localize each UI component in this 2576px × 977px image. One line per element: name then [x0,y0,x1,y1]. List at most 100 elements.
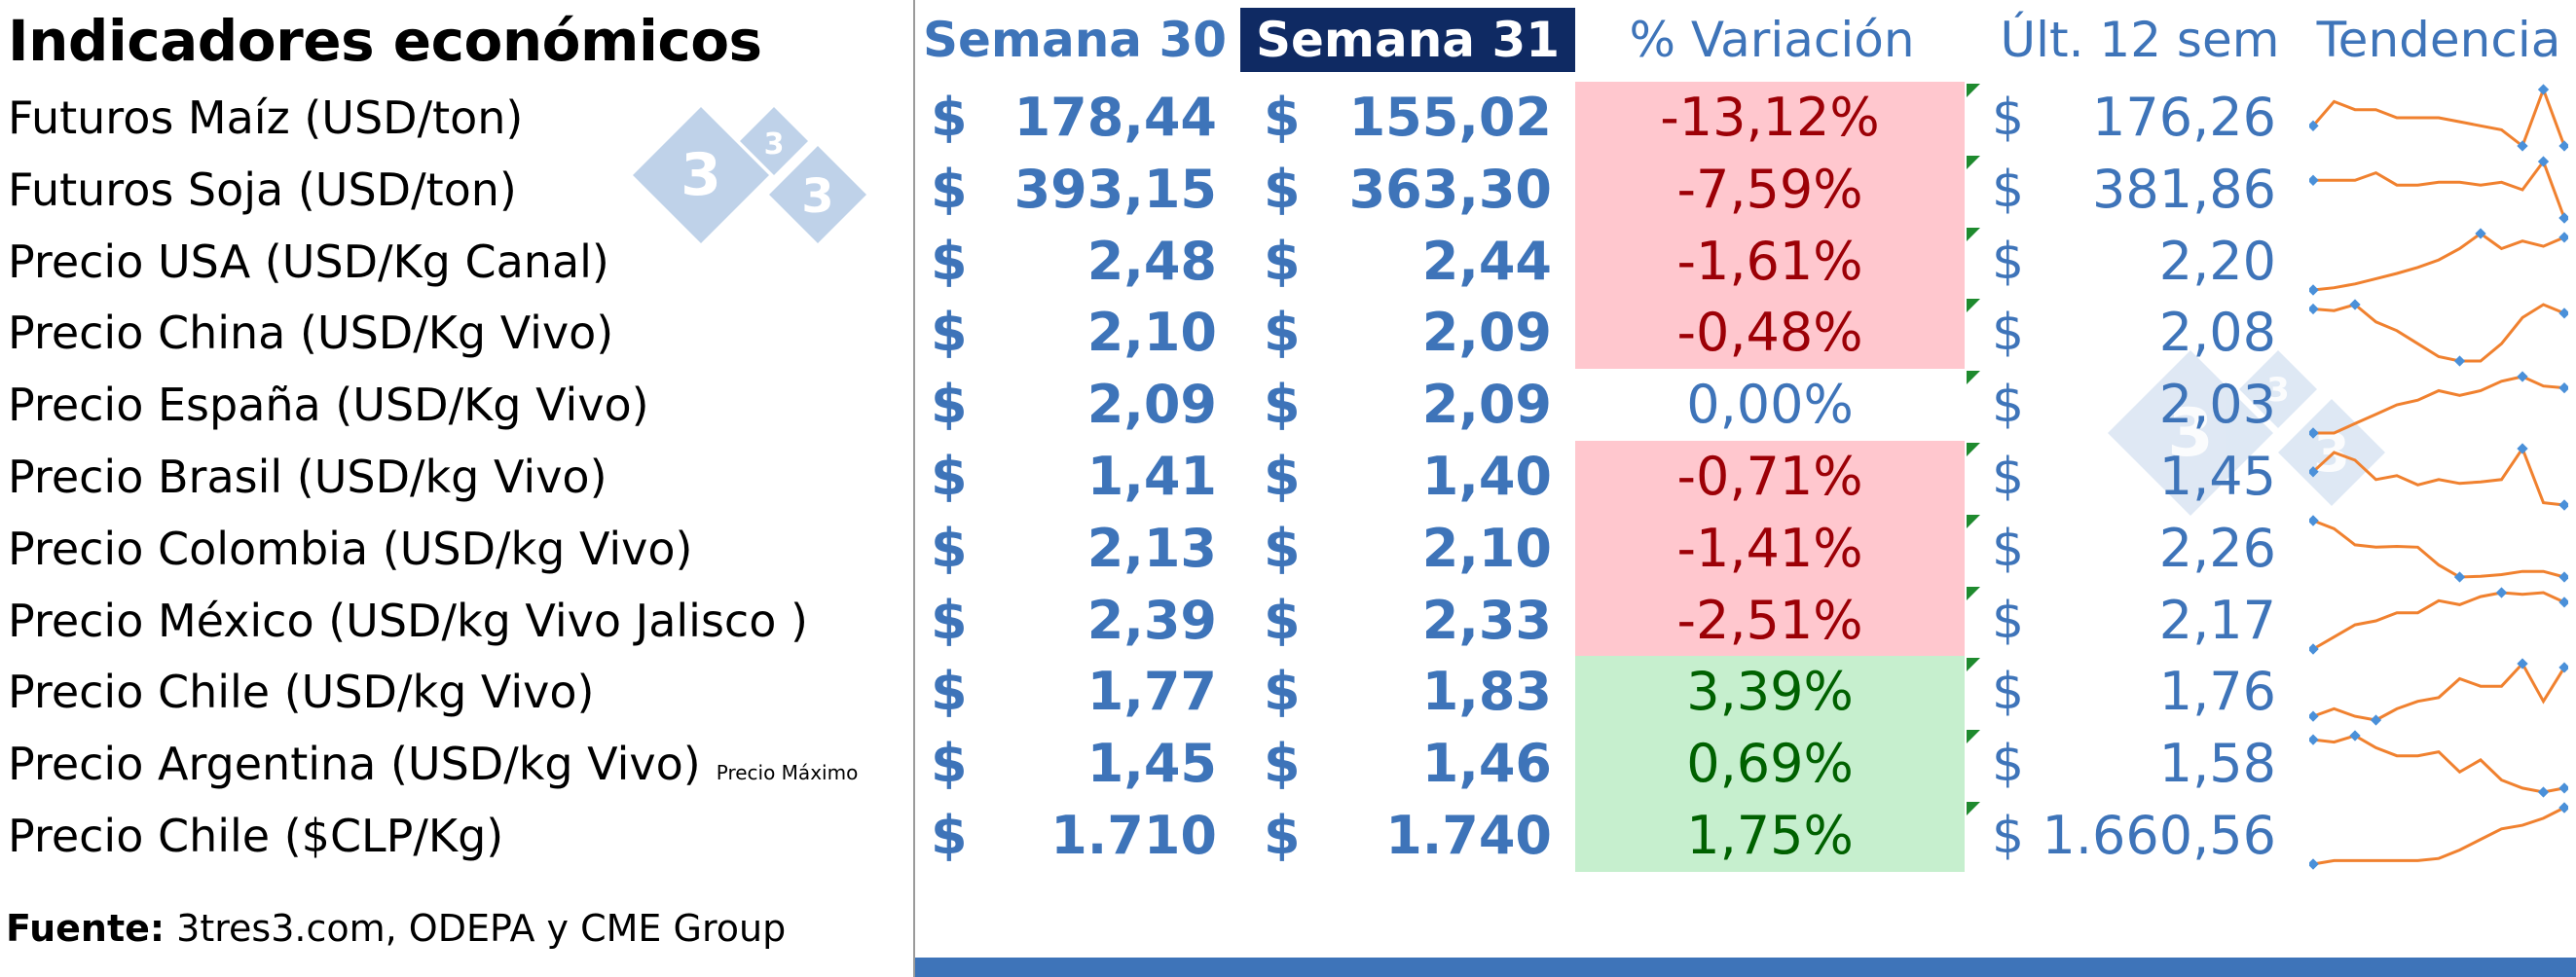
week-31-value: 1,40 [1421,446,1552,507]
trend-sparkline [2309,587,2568,655]
sparkline-line [2312,734,2565,794]
sparkline-marker [2349,730,2361,742]
row-label-text: Precio España (USD/Kg Vivo) [8,379,649,431]
week-30-value: 2,39 [1086,590,1217,651]
sparkline-marker [2309,466,2319,478]
currency-symbol: $ [1992,376,2025,434]
header-week-31: Semana 31 [1240,8,1575,72]
sparkline-marker [2309,643,2319,655]
row-label-text: Precio Chile ($CLP/Kg) [8,810,504,862]
trend-sparkline [2309,228,2568,296]
currency-symbol: $ [1264,374,1301,435]
sparkline-marker [2309,303,2319,315]
last-12-weeks-value: 2,17 [2158,590,2276,651]
sparkline-marker [2537,84,2550,95]
week-30-value: 1,41 [1086,446,1217,507]
row-label: Precio Argentina (USD/kg Vivo) Precio Máx… [8,728,858,800]
logo-glyph: 3 [764,127,785,162]
column-divider [913,0,915,977]
sparkline-line [2312,591,2565,651]
currency-symbol: $ [931,159,968,220]
currency-symbol: $ [1992,663,2025,721]
trend-sparkline [2309,443,2568,511]
sparkline-marker [2517,371,2528,382]
sparkline-marker [2309,284,2319,296]
logo-glyph: 3 [2266,371,2290,410]
sparkline-marker [2370,714,2382,726]
last-12-weeks-value: 176,26 [2092,87,2276,148]
trend-sparkline [2309,730,2568,798]
trend-sparkline [2309,658,2568,726]
currency-symbol: $ [1264,159,1301,220]
sparkline-marker [2309,120,2319,131]
row-note: Precio Máximo [716,761,859,784]
week-31-value: 1.740 [1385,805,1552,866]
comment-indicator [1967,730,1980,743]
trend-sparkline [2309,84,2568,152]
currency-symbol: $ [1992,807,2025,865]
sparkline-line [2313,375,2565,435]
variation-value: 0,00% [1686,374,1854,435]
variation-value: -1,41% [1575,513,1965,585]
comment-indicator [1967,84,1980,97]
week-31-value: 2,09 [1421,374,1552,435]
sparkline-marker [2558,571,2568,583]
sparkline-marker [2475,228,2486,239]
row-label: Precio Chile (USD/kg Vivo) [8,656,594,728]
row-label-text: Precio China (USD/Kg Vivo) [8,307,614,359]
sparkline-marker [2349,299,2361,310]
logo-glyph: 3 [2167,395,2213,472]
last-12-weeks-value: 1,45 [2158,446,2276,507]
sparkline-marker [2309,427,2319,439]
row-label: Precio Colombia (USD/kg Vivo) [8,513,693,585]
comment-indicator [1967,228,1980,241]
week-31-value: 155,02 [1348,87,1552,148]
sparkline-marker [2537,786,2550,798]
week-30-value: 2,13 [1086,518,1217,579]
comment-indicator [1967,443,1980,456]
trend-sparkline [2309,515,2568,583]
sparkline-marker [2309,734,2319,745]
currency-symbol: $ [1992,161,2025,219]
sparkline-marker [2517,443,2528,454]
week-30-value: 2,48 [1086,231,1217,292]
trend-sparkline [2309,371,2568,439]
logo-watermark-left: 3 3 3 [633,107,866,243]
currency-symbol: $ [931,661,968,722]
logo-glyph: 3 [801,169,833,224]
last-12-weeks-value: 2,08 [2158,302,2276,363]
sparkline-marker [2309,858,2319,870]
currency-symbol: $ [931,446,968,507]
sparkline-line [2311,445,2565,507]
trend-sparkline [2309,299,2568,367]
currency-symbol: $ [1992,592,2025,650]
sparkline-marker [2309,515,2319,526]
trend-sparkline [2309,802,2568,870]
header-week-30: Semana 30 [922,12,1228,68]
currency-symbol: $ [931,231,968,292]
logo-glyph: 3 [681,141,721,209]
variation-value: -0,48% [1575,297,1965,369]
week-31-value: 1,83 [1421,661,1552,722]
row-label-text: Futuros Soja (USD/ton) [8,163,517,216]
last-12-weeks-value: 1,58 [2158,733,2276,794]
week-30-value: 2,10 [1086,302,1217,363]
source-label: Fuente: [6,907,166,950]
week-31-value: 363,30 [1348,159,1552,220]
sparkline-marker [2558,802,2568,814]
currency-symbol: $ [1992,89,2025,147]
last-12-weeks-value: 381,86 [2092,159,2276,220]
header-trend: Tendencia [2316,12,2561,68]
currency-symbol: $ [1264,302,1301,363]
sparkline-marker [2558,499,2568,511]
sparkline-marker [2558,597,2568,608]
sparkline-marker [2517,658,2528,669]
source-text: 3tres3.com, ODEPA y CME Group [176,907,787,950]
sparkline-marker [2558,662,2568,673]
comment-indicator [1967,802,1980,815]
row-label: Futuros Soja (USD/ton) [8,154,517,226]
currency-symbol: $ [931,805,968,866]
week-30-value: 2,09 [1086,374,1217,435]
currency-symbol: $ [1264,733,1301,794]
